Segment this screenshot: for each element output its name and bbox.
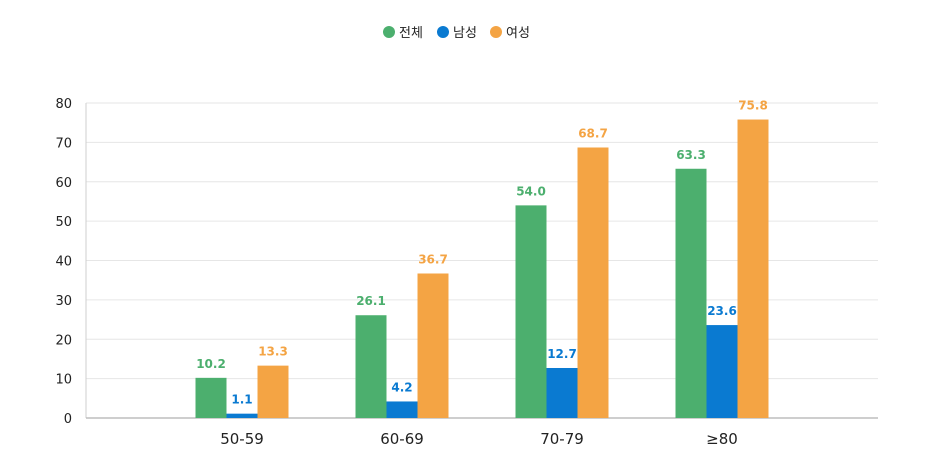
data-label-1-0: 1.1: [231, 393, 252, 407]
bar-0-3: [675, 168, 707, 418]
bar-0-1: [355, 315, 387, 418]
bar-2-1: [417, 273, 449, 418]
data-label-0-2: 54.0: [516, 184, 546, 198]
data-label-0-1: 26.1: [356, 294, 386, 308]
legend-marker-0: [383, 26, 395, 38]
legend: 전체 남성 여성: [383, 26, 530, 41]
data-label-1-3: 23.6: [707, 304, 737, 318]
legend-label-0: 전체: [399, 26, 423, 41]
x-tick-label-0: 50-59: [220, 430, 264, 448]
legend-label-2: 여성: [506, 26, 530, 41]
data-label-2-2: 68.7: [578, 126, 608, 140]
data-label-2-1: 36.7: [418, 252, 448, 266]
bar-2-2: [577, 147, 609, 418]
bar-1-0: [226, 413, 258, 418]
bar-0-2: [515, 205, 547, 418]
y-tick-label-4: 40: [55, 255, 72, 270]
y-tick-label-5: 50: [55, 215, 72, 230]
bar-1-2: [546, 367, 578, 418]
legend-marker-1: [437, 26, 449, 38]
data-label-2-3: 75.8: [738, 99, 768, 113]
data-label-1-1: 4.2: [391, 380, 412, 394]
gridlines: [86, 102, 878, 380]
y-tick-label-8: 80: [55, 97, 72, 112]
y-tick-label-7: 70: [55, 136, 72, 151]
y-tick-label-6: 60: [55, 176, 72, 191]
data-label-2-0: 13.3: [258, 345, 288, 359]
bar-2-3: [737, 119, 769, 418]
bars: 10.2 1.1 13.3 26.1 4.2 36.7 54.0 12.7 68.7 63.3 23…: [195, 99, 769, 418]
x-tick-label-1: 60-69: [380, 430, 424, 448]
bar-1-1: [386, 401, 418, 418]
x-axis: 50-59 60-69 70-79 ≥80: [220, 430, 738, 448]
x-tick-label-2: 70-79: [540, 430, 584, 448]
data-label-0-3: 63.3: [676, 148, 706, 162]
bar-2-0: [257, 365, 289, 418]
y-tick-label-1: 10: [55, 373, 72, 388]
y-tick-label-2: 20: [55, 333, 72, 348]
y-tick-label-0: 0: [64, 412, 72, 427]
data-label-0-0: 10.2: [196, 357, 226, 371]
bar-1-3: [706, 325, 738, 418]
data-label-1-2: 12.7: [547, 347, 577, 361]
bar-0-0: [195, 377, 227, 418]
legend-label-1: 남성: [453, 26, 477, 41]
legend-marker-2: [490, 26, 502, 38]
y-tick-label-3: 30: [55, 294, 72, 309]
x-tick-label-3: ≥80: [706, 430, 738, 448]
